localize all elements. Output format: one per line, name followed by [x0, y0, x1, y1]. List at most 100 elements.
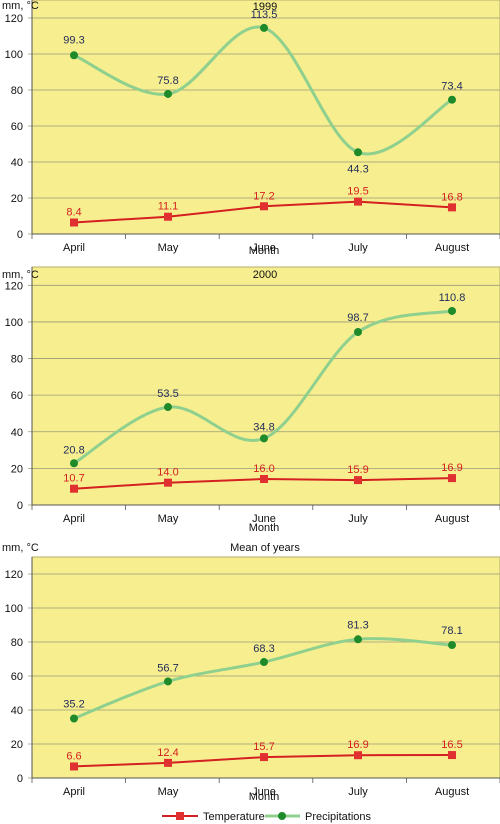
- precipitations-point: [260, 434, 268, 443]
- temperature-data-label: 19.5: [347, 186, 368, 198]
- precipitations-data-label: 68.3: [253, 643, 274, 655]
- precipitations-point: [448, 95, 456, 104]
- temperature-point: [448, 203, 456, 212]
- plot-area: [31, 266, 500, 506]
- temperature-point: [354, 751, 362, 760]
- temperature-data-label: 15.7: [253, 741, 274, 753]
- y-tick-label: 120: [5, 280, 23, 292]
- temperature-data-label: 16.9: [441, 462, 462, 474]
- temperature-data-label: 6.6: [66, 750, 81, 762]
- y-tick-label: 100: [5, 317, 23, 329]
- legend-precipitations-label: Precipitations: [305, 811, 372, 823]
- y-tick-label: 60: [11, 121, 23, 133]
- temperature-data-label: 17.2: [253, 190, 274, 202]
- x-tick-label: May: [158, 786, 179, 798]
- y-tick-label: 60: [11, 390, 23, 402]
- temperature-point: [70, 218, 78, 227]
- temperature-point: [354, 476, 362, 485]
- precipitations-data-label: 75.8: [157, 75, 178, 87]
- chart-1: 0 20 40 60 80 100 120 April May June July August Mon…: [2, 0, 500, 257]
- y-axis-title: mm, °C: [2, 269, 39, 281]
- precipitations-point: [448, 306, 456, 315]
- x-tick-label: July: [348, 786, 368, 798]
- y-tick-label: 0: [17, 773, 23, 785]
- plot-area: [31, 556, 500, 779]
- precipitations-point: [164, 89, 172, 98]
- temperature-data-label: 14.0: [157, 467, 178, 479]
- x-tick-label: April: [63, 786, 85, 798]
- precipitations-point: [70, 459, 78, 468]
- precipitations-data-label: 73.4: [441, 81, 462, 93]
- y-tick-label: 20: [11, 739, 23, 751]
- precipitations-data-label: 78.1: [441, 625, 462, 637]
- temperature-point: [448, 474, 456, 483]
- precipitations-point: [70, 51, 78, 60]
- y-tick-label: 80: [11, 354, 23, 366]
- precipitations-point: [164, 403, 172, 412]
- y-axis-title: mm, °C: [2, 542, 39, 554]
- precipitations-point: [354, 327, 362, 336]
- temperature-point: [164, 478, 172, 487]
- precipitations-point: [260, 23, 268, 32]
- y-tick-label: 120: [5, 569, 23, 581]
- x-axis-title: Month: [249, 791, 280, 803]
- precipitations-data-label: 53.5: [157, 388, 178, 400]
- y-tick-label: 80: [11, 85, 23, 97]
- temperature-point: [260, 753, 268, 762]
- precipitations-data-label: 34.8: [253, 421, 274, 433]
- temperature-point: [448, 751, 456, 760]
- temperature-data-label: 8.4: [66, 206, 81, 218]
- x-tick-label: April: [63, 513, 85, 525]
- y-tick-label: 100: [5, 603, 23, 615]
- temperature-data-label: 16.9: [347, 739, 368, 751]
- precipitations-point: [354, 148, 362, 157]
- x-tick-label: June: [252, 242, 276, 254]
- temperature-point: [260, 202, 268, 211]
- x-tick-label: August: [435, 242, 469, 254]
- y-tick-label: 60: [11, 671, 23, 683]
- precipitations-data-label: 56.7: [157, 662, 178, 674]
- legend-temperature-marker: [176, 812, 184, 820]
- precipitations-data-label: 110.8: [439, 292, 466, 304]
- y-tick-label: 0: [17, 500, 23, 512]
- y-tick-label: 40: [11, 157, 23, 169]
- precipitations-point: [354, 635, 362, 644]
- temperature-point: [354, 197, 362, 206]
- precipitations-point: [448, 641, 456, 650]
- x-tick-label: June: [252, 786, 276, 798]
- legend-temperature-label: Temperature: [203, 811, 265, 823]
- precipitations-data-label: 44.3: [347, 163, 368, 175]
- plot-area: [31, 0, 500, 235]
- chart-title: 1999: [253, 1, 277, 13]
- temperature-point: [164, 212, 172, 221]
- precipitations-data-label: 81.3: [347, 619, 368, 631]
- precipitations-point: [260, 658, 268, 667]
- x-tick-label: May: [158, 242, 179, 254]
- temperature-data-label: 12.4: [157, 747, 178, 759]
- y-axis-title: mm, °C: [2, 0, 39, 12]
- precipitations-data-label: 35.2: [63, 699, 84, 711]
- temperature-data-label: 16.5: [441, 739, 462, 751]
- temperature-point: [260, 475, 268, 484]
- x-axis-title: Month: [249, 245, 280, 257]
- precipitations-data-label: 113.5: [251, 9, 278, 21]
- precipitations-point: [164, 677, 172, 686]
- chart-title: 2000: [253, 269, 277, 281]
- x-tick-label: August: [435, 786, 469, 798]
- temperature-data-label: 16.8: [441, 191, 462, 203]
- chart-title: Mean of years: [230, 542, 300, 554]
- precipitations-point: [70, 714, 78, 723]
- y-tick-label: 100: [5, 49, 23, 61]
- temperature-point: [70, 762, 78, 771]
- y-tick-label: 20: [11, 193, 23, 205]
- x-tick-label: June: [252, 513, 276, 525]
- legend: Temperature Precipitations: [162, 811, 372, 823]
- chart-3: 0 20 40 60 80 100 120 April May June July August Mon…: [2, 542, 500, 803]
- temperature-point: [70, 484, 78, 493]
- x-tick-label: April: [63, 242, 85, 254]
- precipitations-data-label: 98.7: [347, 312, 368, 324]
- precipitations-data-label: 99.3: [63, 34, 84, 46]
- x-tick-label: May: [158, 513, 179, 525]
- temperature-data-label: 10.7: [63, 473, 84, 485]
